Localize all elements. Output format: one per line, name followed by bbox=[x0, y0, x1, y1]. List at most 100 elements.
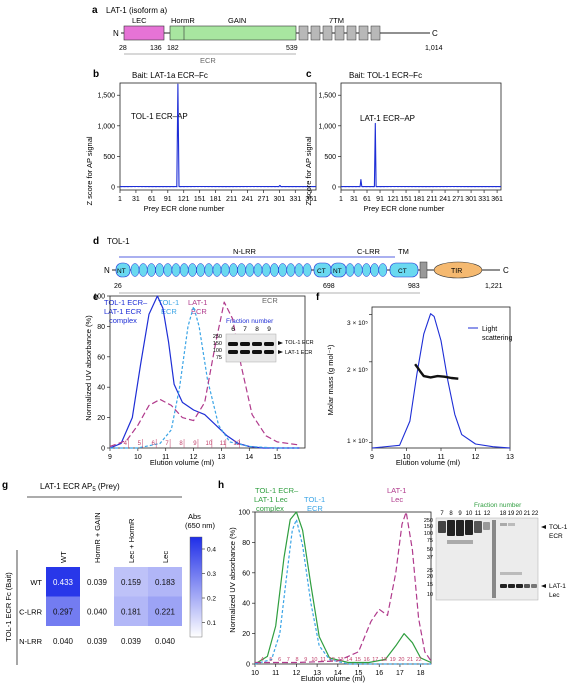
lrr-bead bbox=[163, 263, 173, 277]
row-header: C-LRR bbox=[19, 607, 43, 616]
panel-e: e Normalized UV absorbance (%) Elution v… bbox=[84, 292, 314, 467]
x-tick-label: 12 bbox=[472, 454, 480, 461]
gel-marker-label: 150 bbox=[213, 341, 222, 347]
x-tick-label: 12 bbox=[293, 670, 301, 677]
column-header: WT bbox=[59, 551, 68, 563]
colorbar-tick-label: 0.1 bbox=[207, 620, 216, 627]
x-tick-label: 1 bbox=[339, 196, 343, 203]
x-tick-label: 18 bbox=[417, 670, 425, 677]
panel-g-letter: g bbox=[2, 480, 8, 491]
x-tick-label: 10 bbox=[134, 454, 142, 461]
panel-e-letter: e bbox=[93, 292, 99, 303]
panel-a-n-terminal: N bbox=[113, 29, 119, 38]
lrr-bead bbox=[196, 263, 205, 277]
gel-e-band-lat1: LAT-1 ECR bbox=[285, 350, 312, 356]
legend-h-complex-2: LAT-1 Lec bbox=[254, 495, 288, 504]
panel-d-title: TOL-1 bbox=[107, 237, 130, 246]
y-tick-label: 80 bbox=[97, 324, 105, 331]
legend-e-lat1-1: LAT-1 bbox=[188, 298, 207, 307]
gel-e-title: Fraction number bbox=[226, 318, 274, 325]
legend-h-lat1-1: LAT-1 bbox=[387, 486, 406, 495]
lrr-bead bbox=[188, 263, 197, 277]
gel-lane-label: 9 bbox=[458, 511, 462, 517]
panel-d-ecr-label: ECR bbox=[262, 296, 278, 305]
pos-26: 26 bbox=[114, 283, 122, 290]
lrr-bead bbox=[212, 263, 222, 277]
panel-a-ecr-label: ECR bbox=[200, 56, 216, 65]
gel-marker-label: 100 bbox=[424, 531, 433, 537]
y-tick-label: 0 bbox=[246, 662, 250, 669]
plot-frame bbox=[119, 82, 317, 191]
colorbar-tick-label: 0.2 bbox=[207, 596, 216, 603]
x-tick-label: 331 bbox=[289, 196, 301, 203]
tir-domain-label: TIR bbox=[451, 268, 462, 275]
gel-lane-label: 6 bbox=[231, 326, 235, 333]
panel-b-letter: b bbox=[93, 69, 99, 80]
x-tick-label: 14 bbox=[245, 454, 253, 461]
heatmap-cell bbox=[114, 626, 148, 656]
lrr-repeats bbox=[130, 263, 388, 277]
gel-h-title: Fraction number bbox=[474, 502, 522, 509]
fraction-mark: 9 bbox=[193, 441, 197, 447]
y-tick-label: 100 bbox=[238, 510, 250, 517]
fraction-mark: 20 bbox=[398, 657, 404, 663]
lrr-bead bbox=[286, 263, 296, 277]
gel-h-bands bbox=[438, 520, 537, 598]
lec-domain-label: LEC bbox=[132, 16, 147, 25]
y-tick-label: 1,500 bbox=[318, 93, 336, 100]
fraction-mark: 12 bbox=[233, 441, 240, 447]
heatmap-cell bbox=[148, 567, 182, 597]
colorbar-tick-label: 0.4 bbox=[207, 547, 216, 554]
column-header: Lec + HormR bbox=[127, 518, 136, 563]
nt-domain-2 bbox=[330, 262, 347, 278]
panel-a-letter: a bbox=[92, 5, 98, 16]
heatmap-value: 0.039 bbox=[87, 578, 108, 587]
lrr-bead bbox=[237, 263, 246, 277]
fraction-mark: 11 bbox=[220, 441, 227, 447]
x-tick-label: 11 bbox=[272, 670, 279, 677]
x-tick-label: 301 bbox=[465, 196, 477, 203]
x-tick-label: 31 bbox=[132, 196, 140, 203]
fraction-mark: 7 bbox=[165, 441, 169, 447]
lrr-bead bbox=[345, 263, 355, 277]
y-tick-label: 80 bbox=[242, 540, 250, 547]
row-header: N-LRR bbox=[19, 637, 43, 646]
lrr-bead bbox=[294, 263, 304, 277]
gel-lane-label: 19 bbox=[508, 511, 515, 517]
gain-domain-label: GAIN bbox=[228, 16, 246, 25]
gel-lane-label: 7 bbox=[243, 326, 247, 333]
gel-marker-label: 20 bbox=[427, 574, 433, 580]
series-line bbox=[109, 301, 300, 448]
x-tick-label: 10 bbox=[403, 454, 411, 461]
gel-lane-label: 12 bbox=[484, 511, 491, 517]
y-tick-label: 500 bbox=[103, 154, 115, 161]
x-tick-label: 13 bbox=[218, 454, 226, 461]
series-line bbox=[119, 83, 316, 188]
panel-h: h Normalized UV absorbance (%) Elution v… bbox=[218, 480, 568, 683]
panel-b-peak-label: TOL-1 ECR–AP bbox=[131, 112, 188, 121]
heatmap-value: 0.183 bbox=[155, 578, 176, 587]
heatmap-value: 0.221 bbox=[155, 607, 176, 616]
lrr-bead bbox=[302, 263, 312, 277]
lrr-bead bbox=[353, 263, 363, 277]
lec-domain bbox=[123, 25, 165, 41]
gel-h-band-tol1-2: ECR bbox=[549, 533, 563, 540]
gel-marker-label: 75 bbox=[427, 538, 433, 544]
fraction-mark: 22 bbox=[416, 657, 422, 663]
gel-marker-label: 250 bbox=[424, 518, 433, 524]
gel-e-arrow-1 bbox=[278, 341, 283, 345]
gel-lane-label: 22 bbox=[532, 511, 539, 517]
panel-a-c-terminal: C bbox=[432, 29, 438, 38]
legend-e-complex-1: TOL-1 ECR– bbox=[104, 298, 148, 307]
legend-e-complex-3: complex bbox=[109, 316, 137, 325]
panel-d-n-terminal: N bbox=[104, 266, 110, 275]
x-tick-label: 13 bbox=[506, 454, 514, 461]
gel-lane-label: 8 bbox=[449, 511, 453, 517]
fraction-mark: 16 bbox=[364, 657, 370, 663]
gel-h-arrow-1 bbox=[541, 525, 546, 529]
heatmap-value: 0.159 bbox=[121, 578, 142, 587]
gel-h-band-lat1-1: LAT-1 bbox=[549, 583, 566, 590]
heatmap-value: 0.297 bbox=[53, 607, 74, 616]
row-header: WT bbox=[30, 578, 42, 587]
